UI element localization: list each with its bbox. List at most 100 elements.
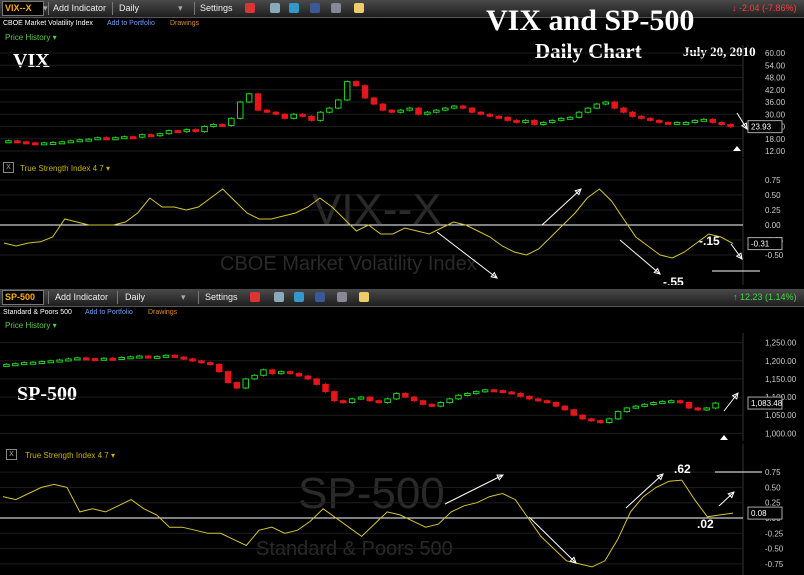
note-icon[interactable] bbox=[354, 3, 364, 13]
interval-select[interactable]: Daily bbox=[119, 3, 140, 13]
candle bbox=[442, 107, 449, 111]
candle bbox=[490, 389, 498, 393]
add-to-portfolio-link[interactable]: Add to Portfolio bbox=[85, 309, 133, 316]
chevron-down-icon[interactable]: ▾ bbox=[181, 292, 186, 302]
candle bbox=[31, 142, 39, 146]
spx-symbol-box[interactable]: SP-500 bbox=[2, 290, 44, 305]
candle bbox=[566, 116, 574, 120]
candle bbox=[540, 121, 547, 125]
candle bbox=[602, 101, 610, 105]
separator bbox=[48, 2, 49, 15]
close-indicator-icon[interactable]: X bbox=[6, 449, 17, 460]
candle bbox=[180, 356, 187, 360]
interval-select[interactable]: Daily bbox=[125, 292, 146, 302]
candle bbox=[153, 355, 161, 359]
symbol-dropdown-icon[interactable]: ▾ bbox=[43, 3, 48, 13]
spx-subbar: Standard & Poors 500 Add to Portfolio Dr… bbox=[0, 308, 804, 320]
price-history-toggle[interactable]: Price History ▾ bbox=[5, 321, 57, 330]
y-tick-label: 0.50 bbox=[765, 191, 781, 200]
candle bbox=[263, 109, 271, 113]
print-icon[interactable] bbox=[270, 3, 280, 13]
drawings-link[interactable]: Drawings bbox=[170, 20, 200, 27]
candle bbox=[428, 403, 436, 407]
candle bbox=[313, 378, 320, 385]
candle bbox=[472, 391, 480, 395]
y-tick-label: -0.50 bbox=[765, 545, 784, 554]
price-history-toggle[interactable]: Price History ▾ bbox=[5, 33, 57, 42]
note-icon[interactable] bbox=[359, 292, 369, 302]
annotation-arrow bbox=[619, 239, 661, 275]
candle bbox=[236, 101, 244, 119]
y-tick-label: 30.00 bbox=[765, 110, 786, 119]
candle bbox=[685, 402, 693, 409]
candle bbox=[508, 391, 515, 395]
settings-button[interactable]: Settings bbox=[200, 3, 233, 13]
alarm-clock-icon[interactable] bbox=[250, 292, 260, 302]
candle bbox=[647, 117, 654, 121]
alarm-clock-icon[interactable] bbox=[245, 3, 255, 13]
glasses-icon[interactable] bbox=[337, 292, 347, 302]
candle bbox=[322, 383, 329, 393]
candle bbox=[156, 133, 164, 137]
candle bbox=[727, 123, 734, 128]
candle bbox=[691, 119, 699, 123]
candle bbox=[129, 136, 137, 140]
y-tick-label: 1,000.00 bbox=[765, 429, 797, 438]
drawings-link[interactable]: Drawings bbox=[148, 309, 178, 316]
add-indicator-button[interactable]: Add Indicator bbox=[55, 292, 109, 302]
twitter-icon[interactable] bbox=[294, 292, 304, 302]
chevron-down-icon[interactable]: ▾ bbox=[178, 3, 183, 13]
candle bbox=[189, 358, 196, 362]
candle bbox=[495, 115, 503, 119]
settings-button[interactable]: Settings bbox=[205, 292, 238, 302]
y-tick-label: 36.00 bbox=[765, 98, 786, 107]
candle bbox=[127, 356, 134, 360]
candle bbox=[192, 129, 199, 133]
candle bbox=[424, 111, 431, 115]
candle bbox=[67, 140, 75, 144]
candle bbox=[450, 105, 458, 109]
candle bbox=[219, 123, 226, 127]
candle bbox=[638, 115, 645, 119]
y-tick-label: 1,150.00 bbox=[765, 375, 797, 384]
close-indicator-icon[interactable]: X bbox=[3, 162, 14, 173]
facebook-icon[interactable] bbox=[310, 3, 320, 13]
y-tick-label: 54.00 bbox=[765, 61, 786, 70]
candle bbox=[650, 402, 657, 406]
candle bbox=[76, 139, 84, 143]
candle bbox=[56, 359, 63, 363]
candle bbox=[673, 121, 681, 125]
candle bbox=[65, 358, 72, 362]
candle bbox=[659, 400, 666, 404]
y-tick-label: -0.75 bbox=[765, 560, 784, 569]
arrowhead-icon bbox=[490, 271, 498, 279]
candle bbox=[366, 396, 374, 402]
candle bbox=[370, 97, 378, 105]
add-to-portfolio-link[interactable]: Add to Portfolio bbox=[107, 20, 155, 27]
vix-tsi-annotation-high: -.15 bbox=[699, 234, 720, 248]
candle bbox=[174, 130, 182, 134]
add-indicator-button[interactable]: Add Indicator bbox=[53, 3, 107, 13]
candle bbox=[224, 371, 232, 384]
y-tick-label: 0.75 bbox=[765, 468, 781, 477]
glasses-icon[interactable] bbox=[331, 3, 341, 13]
candle bbox=[499, 390, 507, 394]
candle bbox=[290, 113, 297, 119]
candle bbox=[85, 138, 92, 142]
vix-change: ↓ -2.04 (-7.86%) bbox=[732, 3, 797, 13]
candle bbox=[295, 372, 303, 377]
y-tick-label: -0.25 bbox=[765, 529, 784, 538]
vix-tsi-annotation-low: -.55 bbox=[663, 275, 684, 285]
twitter-icon[interactable] bbox=[289, 3, 299, 13]
vix-symbol-box[interactable]: VIX--X bbox=[2, 1, 44, 16]
page-title: VIX and SP-500 bbox=[486, 4, 695, 37]
candle bbox=[207, 362, 214, 366]
candle bbox=[623, 407, 631, 413]
candle bbox=[437, 402, 445, 407]
print-icon[interactable] bbox=[274, 292, 284, 302]
candle bbox=[593, 103, 601, 109]
scroll-marker-icon bbox=[720, 435, 728, 440]
facebook-icon[interactable] bbox=[315, 292, 325, 302]
vix-last-price-box bbox=[747, 120, 783, 134]
candle bbox=[112, 137, 119, 141]
